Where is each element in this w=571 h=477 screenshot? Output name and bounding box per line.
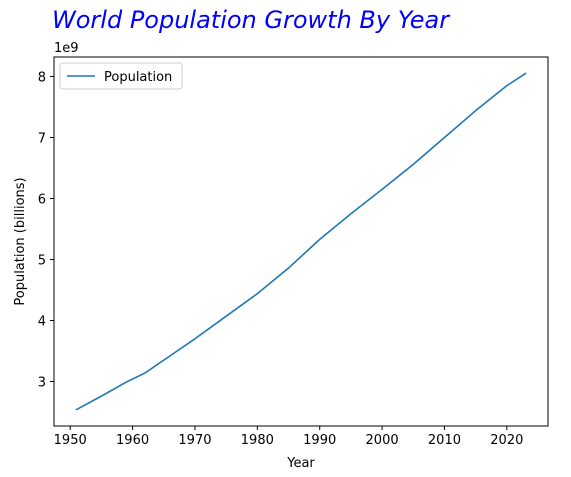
x-tick-label: 1970 [178, 433, 211, 448]
y-axis: 3 4 5 6 7 8 [38, 71, 54, 390]
x-axis: 1950 1960 1970 1980 1990 2000 2010 2020 [54, 426, 523, 448]
x-tick-label: 1950 [54, 433, 87, 448]
x-axis-label: Year [286, 456, 315, 471]
x-tick-label: 1990 [303, 433, 336, 448]
x-tick-label: 1980 [241, 433, 274, 448]
plot-area [75, 72, 527, 411]
y-tick-label: 6 [38, 193, 46, 208]
y-tick-label: 8 [38, 71, 46, 86]
x-tick-label: 2020 [490, 433, 523, 448]
x-tick-label: 1960 [116, 433, 149, 448]
y-tick-label: 3 [38, 375, 46, 390]
y-tick-label: 5 [38, 253, 46, 268]
y-tick-label: 4 [38, 314, 46, 329]
series-line-0 [75, 72, 527, 411]
legend-label: Population [104, 70, 172, 85]
legend-box [59, 62, 183, 90]
legend: Population [59, 62, 183, 90]
x-tick-label: 2010 [428, 433, 461, 448]
y-axis-label: Population (billions) [13, 177, 28, 305]
plot-frame [53, 56, 549, 427]
y-axis-offset-label: 1e9 [54, 41, 79, 56]
chart-title: World Population Growth By Year [52, 6, 451, 34]
x-tick-label: 2000 [366, 433, 399, 448]
y-tick-label: 7 [38, 132, 46, 147]
